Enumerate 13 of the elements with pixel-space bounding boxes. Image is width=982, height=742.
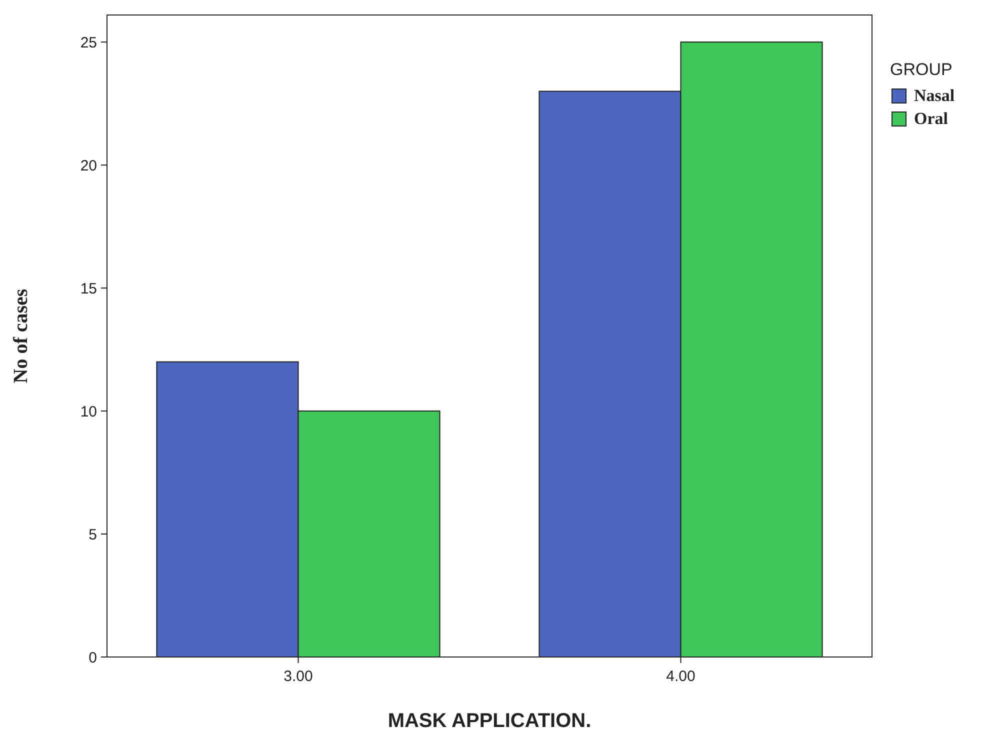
legend-title: GROUP (890, 60, 952, 79)
y-tick-label: 5 (88, 526, 97, 544)
y-tick-label: 10 (80, 403, 97, 420)
x-tick-label: 4.00 (666, 668, 696, 685)
y-axis-title: No of cases (10, 288, 32, 384)
y-tick-label: 25 (80, 34, 97, 52)
y-tick-label: 0 (88, 649, 97, 666)
x-axis-title: MASK APPLICATION. (388, 710, 592, 732)
y-tick-label: 15 (80, 280, 97, 298)
y-tick-label: 20 (80, 157, 97, 174)
legend-label: Nasal (914, 86, 955, 105)
legend-label: Oral (914, 109, 948, 128)
x-tick-label: 3.00 (284, 668, 313, 685)
